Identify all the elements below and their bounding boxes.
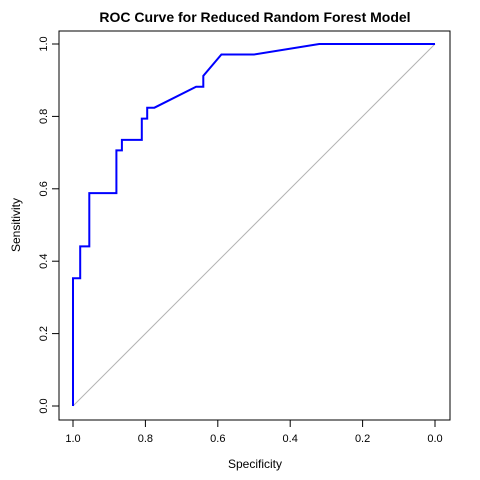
x-axis: 1.0 0.8 0.6 0.4 0.2 0.0 <box>65 420 442 445</box>
y-tick-label: 0.2 <box>38 326 50 341</box>
y-tick-label: 0.6 <box>38 181 50 196</box>
chart-title: ROC Curve for Reduced Random Forest Mode… <box>99 9 410 25</box>
x-tick-label: 0.6 <box>210 433 225 445</box>
y-tick-label: 0.8 <box>38 109 50 124</box>
y-tick-label: 0.0 <box>38 398 50 413</box>
reference-diagonal <box>73 44 435 406</box>
x-axis-label: Specificity <box>228 457 282 471</box>
x-tick-label: 0.8 <box>138 433 153 445</box>
y-tick-label: 1.0 <box>38 36 50 51</box>
y-tick-label: 0.4 <box>38 254 50 269</box>
x-tick-label: 0.2 <box>355 433 370 445</box>
x-tick-label: 0.4 <box>283 433 298 445</box>
y-axis: 0.0 0.2 0.4 0.6 0.8 1.0 <box>38 36 59 413</box>
y-axis-label: Sensitivity <box>9 198 23 252</box>
x-tick-label: 1.0 <box>65 433 80 445</box>
x-tick-label: 0.0 <box>427 433 442 445</box>
